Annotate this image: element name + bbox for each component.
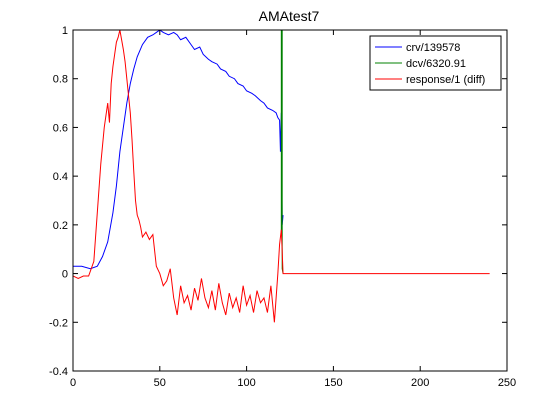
x-tick-label: 150 (324, 377, 342, 389)
y-tick-label: 0 (62, 269, 68, 281)
plot-area-frame (72, 29, 508, 372)
series-line-3 (73, 30, 490, 323)
axes: 0 50 100 150 200 250 -0.4 -0.2 0 0.2 0.4 0.6 0.8 1 (49, 25, 516, 389)
y-tick-label: 0.2 (53, 220, 68, 232)
x-tick-label: 50 (154, 377, 166, 389)
series-line-1 (73, 30, 284, 270)
plot-lines (73, 30, 490, 323)
x-tick-label: 200 (411, 377, 429, 389)
y-tick-label: 0.4 (53, 171, 68, 183)
y-tick-label: 0.6 (53, 122, 68, 134)
y-tick-label: 1 (62, 25, 68, 37)
y-tick-label: -0.4 (49, 366, 68, 378)
x-tick-label: 250 (498, 377, 516, 389)
y-tick-label: -0.2 (49, 317, 68, 329)
legend-label-2: dcv/6320.91 (406, 58, 466, 70)
legend-label-3: response/1 (diff) (406, 74, 485, 86)
y-tick-label: 0.8 (53, 74, 68, 86)
chart-title: AMAtest7 (259, 8, 320, 24)
x-tick-label: 0 (70, 377, 76, 389)
x-tick-label: 100 (237, 377, 255, 389)
legend: crv/139578 dcv/6320.91 response/1 (diff) (369, 35, 502, 91)
legend-label-1: crv/139578 (406, 42, 460, 54)
